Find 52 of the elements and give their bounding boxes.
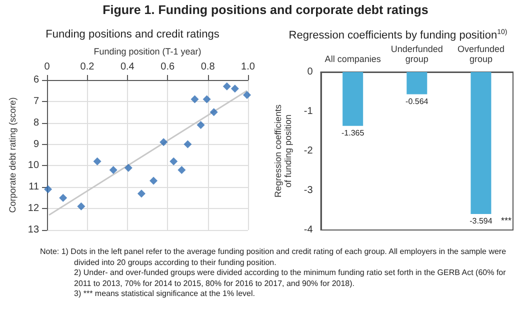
point (222, 82, 231, 90)
x-axis-title: Funding position (T-1 year) (94, 46, 202, 56)
text: Note: 1) Dots in the left panel refer to the average funding position and credit rating of each group. All employers in the sample were divided into 20 groups according to their funding position. (40, 247, 508, 268)
annotation: *** (500, 215, 512, 226)
text: 3) *** means statistical significance at the 1% level. (73, 289, 256, 300)
y-tick-label: -3 (304, 185, 314, 196)
chart-title: Funding positions and credit ratings (46, 28, 220, 40)
point (202, 95, 211, 104)
y-tick-label: 8 (33, 117, 40, 128)
text: 2) Under- and over-funded groups were divided according to the minimum funding ratio set forth in the GERB Act (60% for 2011 to 2013, 70% for 2014 to 2015, 80% for 2016 to 2017, and 90% for 2018). (73, 268, 507, 289)
data-label: -3.594 (470, 216, 493, 226)
y-tick-label: 13 (28, 224, 40, 236)
y-tick-label: 7 (33, 96, 40, 107)
data-label: -0.564 (406, 96, 429, 106)
y-tick-label: 12 (28, 203, 40, 214)
point (242, 91, 251, 99)
data-label: -1.365 (341, 128, 365, 138)
point (77, 202, 86, 210)
x-tick-label: 0 (44, 62, 50, 72)
x-tick-label: 0.4 (120, 62, 135, 72)
point (210, 108, 218, 116)
x-tick-label: Overfunded group (457, 44, 504, 64)
point (190, 95, 199, 104)
point (184, 140, 192, 148)
point (150, 176, 158, 185)
point (137, 190, 146, 198)
point (178, 166, 186, 174)
y-tick-label: -1 (304, 106, 314, 117)
y-tick-label: 6 (33, 74, 40, 86)
y-tick-label: -4 (304, 224, 314, 236)
x-tick-label: Underfunded group (390, 44, 443, 64)
x-tick-label: 0.2 (80, 62, 95, 72)
x-tick-label: All companies (324, 54, 382, 64)
y-tick-label: -2 (304, 146, 314, 156)
point (230, 84, 239, 93)
point (124, 164, 132, 172)
point (93, 157, 102, 166)
x-tick-label: 0.6 (160, 62, 175, 72)
point (160, 138, 168, 146)
point (44, 185, 52, 194)
text: Figure 1. Funding positions and corporate debt ratings (102, 3, 430, 17)
y-tick-label: 9 (33, 138, 40, 150)
x-tick-label: 0.8 (200, 62, 216, 72)
y-axis-title: Corporate debt rating (score) (8, 97, 18, 213)
point (196, 121, 205, 129)
y-tick-label: 10 (28, 160, 40, 172)
point (109, 166, 118, 174)
point (59, 194, 68, 202)
y-axis-title: Regression coefficients of funding position (273, 104, 293, 198)
y-tick-label: 11 (28, 182, 40, 193)
point (170, 157, 178, 166)
x-tick-label: 1.0 (241, 62, 256, 72)
